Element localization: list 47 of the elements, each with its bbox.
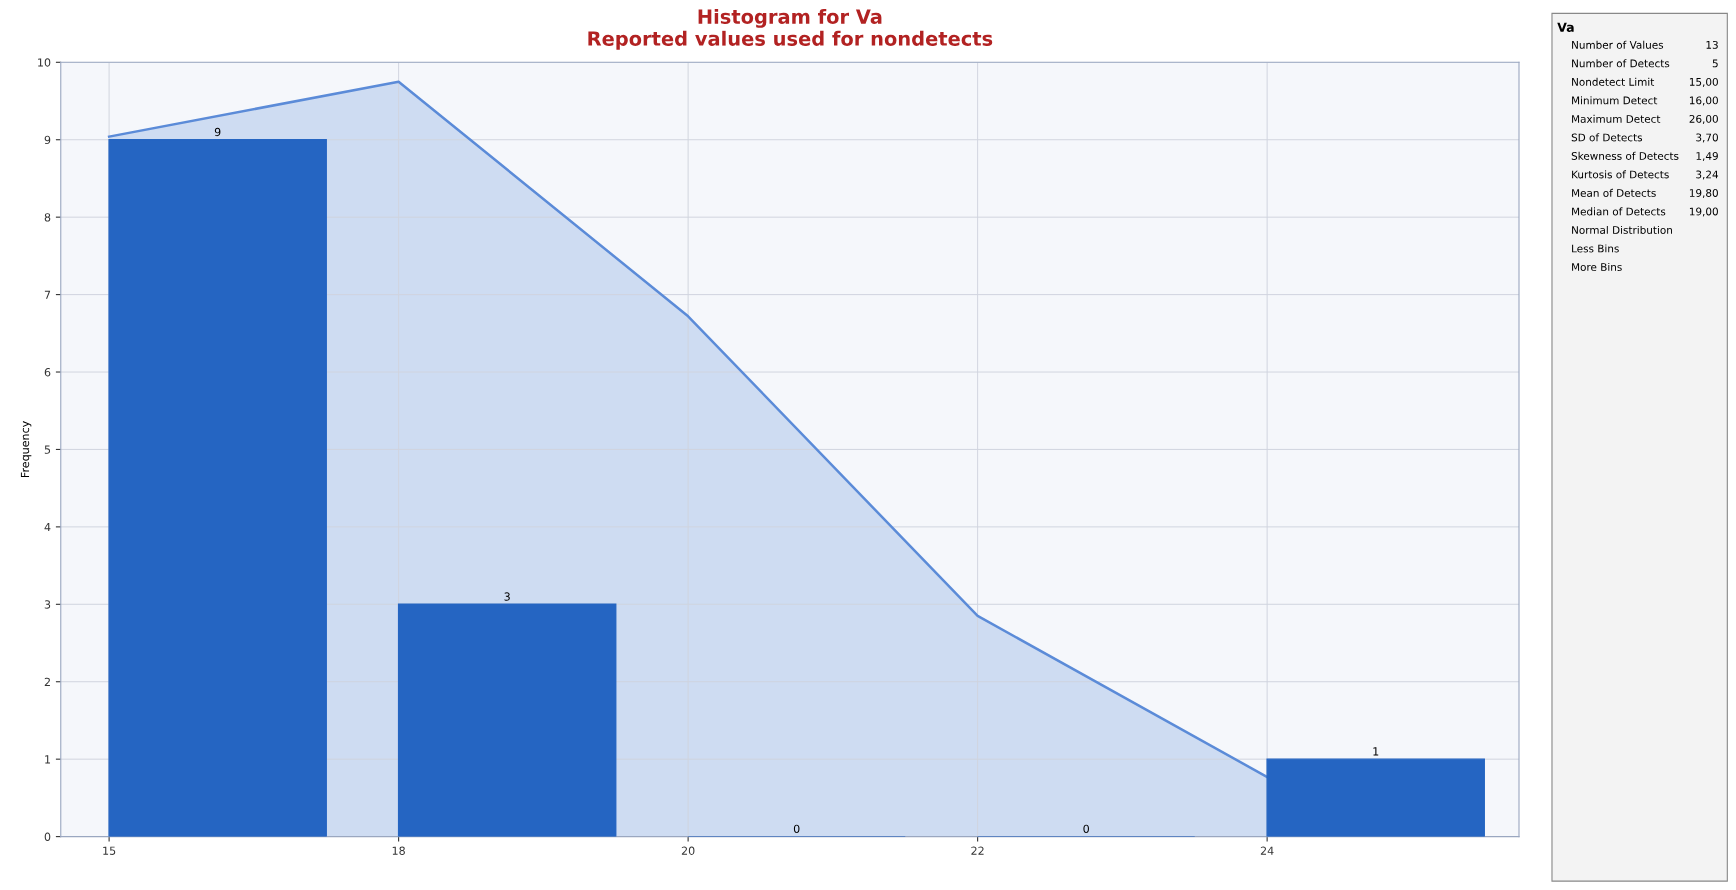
y-tick-label: 0 [44, 832, 51, 841]
text: Median of Detects [1572, 207, 1666, 216]
text: Maximum Detect [1572, 114, 1661, 123]
data-label: 0 [793, 824, 800, 834]
text: Skewness of Detects [1571, 151, 1679, 160]
text: 19,00 [1689, 207, 1718, 217]
y-tick-label: 1 [45, 755, 51, 764]
text: 3,24 [1696, 170, 1719, 180]
x-tick-label: 18 [392, 846, 405, 855]
text: Less Bins [1572, 244, 1619, 253]
text: Number of Detects [1572, 59, 1670, 68]
text: SD of Detects [1571, 133, 1643, 142]
text: Va [1557, 22, 1574, 32]
y-tick-label: 4 [44, 523, 51, 532]
text: 13 [1706, 40, 1718, 49]
x-tick-label: 22 [971, 846, 984, 855]
data-label: 9 [214, 127, 221, 137]
text: 16,00 [1689, 96, 1718, 106]
text: 5 [1712, 59, 1718, 68]
x-tick-label: 20 [681, 846, 695, 855]
text: Normal Distribution [1572, 225, 1672, 234]
text: 19,80 [1689, 189, 1718, 198]
y-tick-label: 7 [44, 290, 51, 299]
text: More Bins [1572, 262, 1622, 271]
text: Mean of Detects [1572, 188, 1656, 197]
text: Nondetect Limit [1572, 77, 1655, 86]
y-tick-label: 8 [44, 213, 51, 222]
x-tick-label: 24 [1260, 846, 1274, 855]
y-tick-label: 6 [44, 367, 51, 377]
y-axis-title: Frequency [20, 421, 32, 478]
text: 15,00 [1689, 77, 1718, 87]
chart-title: Histogram for Va Reported values used for nondetects [588, 8, 993, 50]
x-tick-label: 15 [103, 846, 116, 855]
data-label: 0 [1083, 824, 1089, 834]
data-label: 1 [1373, 747, 1379, 756]
text: Number of Values [1572, 40, 1664, 49]
text: Minimum Detect [1572, 96, 1658, 105]
y-tick-label: 3 [44, 600, 51, 609]
y-tick-label: 9 [44, 135, 51, 145]
text: 26,00 [1689, 114, 1718, 124]
y-tick-label: 10 [38, 58, 51, 67]
text: 1,49 [1696, 152, 1718, 161]
data-label: 3 [504, 592, 510, 601]
y-tick-label: 2 [44, 677, 50, 686]
text: Kurtosis of Detects [1572, 170, 1669, 179]
y-tick-label: 5 [44, 445, 51, 454]
text: 3,70 [1696, 133, 1718, 143]
